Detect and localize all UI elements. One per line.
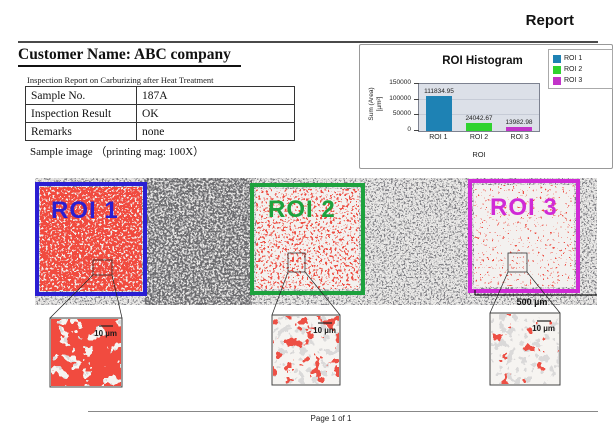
page-number: Page 1 of 1: [310, 414, 352, 423]
inset-3: 10 µm: [489, 312, 561, 386]
customer-name-heading: Customer Name: ABC company: [18, 46, 241, 67]
sample-micrograph: ROI 1 ROI 2 ROI 3 500 µm: [35, 178, 597, 388]
y-tick-mark: [414, 130, 419, 131]
x-tick-label: ROI 2: [469, 134, 489, 141]
gridline: [419, 114, 539, 116]
chart-title: ROI Histogram: [442, 55, 523, 67]
y-tick-mark: [414, 114, 419, 116]
legend-swatch: [553, 65, 561, 74]
table-row-label: Inspection Result: [25, 104, 137, 123]
roi-3-region: ROI 3: [468, 179, 580, 293]
table-row: Sample No. 187A: [25, 86, 295, 105]
callout-lines: [49, 271, 561, 319]
legend-label: ROI 1: [564, 55, 583, 62]
roi-histogram-panel: ROI Histogram ROI 1 ROI 2 ROI 3 Sum (Area)…: [359, 44, 613, 169]
legend-swatch: [553, 76, 561, 85]
table-row-label: Sample No.: [25, 86, 137, 105]
chart-legend: ROI 1 ROI 2 ROI 3: [548, 49, 613, 89]
roi-1-callout-box: [92, 259, 113, 276]
inset-1-scale-label: 10 µm: [94, 329, 117, 338]
legend-label: ROI 3: [564, 77, 583, 84]
inset-2: 10 µm: [271, 314, 341, 386]
report-title: Report: [525, 12, 574, 29]
report-subtitle: Inspection Report on Carburizing after H…: [27, 75, 214, 85]
chart-x-ticks: ROI 1 ROI 2 ROI 3: [418, 134, 540, 141]
table-row: Remarks none: [25, 122, 295, 141]
y-tick-mark: [414, 98, 419, 100]
roi-1-region: ROI 1: [35, 182, 147, 296]
header-divider: [18, 41, 598, 43]
legend-item: ROI 1: [553, 53, 609, 64]
x-tick-label: ROI 1: [429, 134, 448, 141]
scale-bar: 500 µm: [474, 290, 597, 307]
gridline: [419, 98, 539, 100]
scale-bar-label: 500 µm: [517, 297, 548, 307]
roi-2-callout-box: [287, 252, 306, 273]
bar-value-label: 24042.67: [465, 115, 493, 123]
chart-plot-area: 111834.95 24042.67 13982.98: [414, 83, 540, 132]
x-tick-label: ROI 3: [510, 134, 529, 141]
table-row-value: none: [136, 122, 295, 141]
roi-1-label: ROI 1: [51, 197, 119, 224]
table-row-value: 187A: [136, 86, 295, 105]
y-tick-label: 150000: [389, 79, 411, 86]
sample-info-table: Sample No. 187A Inspection Result OK Remarks…: [25, 86, 295, 141]
legend-swatch: [553, 54, 561, 63]
bar-value-label: 111834.95: [424, 87, 454, 95]
x-axis-label: ROI: [472, 150, 486, 159]
bar-value-label: 13982.98: [505, 118, 533, 126]
y-tick-label: 100000: [389, 94, 411, 102]
inset-3-scale-label: 10 µm: [532, 324, 555, 333]
roi-1-box: [35, 182, 147, 296]
roi-3-label: ROI 3: [490, 194, 558, 221]
roi-2-region: ROI 2: [250, 183, 365, 295]
bar-roi-2: [466, 123, 492, 131]
sample-image-caption: Sample image （printing mag: 100X）: [30, 146, 205, 158]
y-tick-label: 50000: [392, 110, 411, 118]
table-row: Inspection Result OK: [25, 104, 295, 123]
roi-3-box: [468, 179, 580, 293]
inset-1: 10 µm: [49, 317, 123, 388]
table-row-value: OK: [136, 104, 295, 123]
table-row-label: Remarks: [25, 122, 137, 141]
inset-2-scale-label: 10 µm: [313, 326, 336, 335]
roi-3-callout-box: [507, 252, 528, 273]
legend-item: ROI 3: [553, 75, 609, 86]
y-tick-mark: [414, 83, 419, 84]
legend-item: ROI 2: [553, 64, 609, 75]
roi-2-box: [250, 183, 365, 295]
bar-roi-3: [506, 126, 532, 131]
footer-divider: [88, 411, 598, 412]
roi-2-label: ROI 2: [268, 196, 336, 223]
legend-label: ROI 2: [564, 66, 583, 73]
chart-y-ticks: 0 50000 100000 150000: [380, 79, 414, 133]
bar-roi-1: [426, 95, 452, 131]
y-tick-label: 0: [407, 126, 411, 133]
